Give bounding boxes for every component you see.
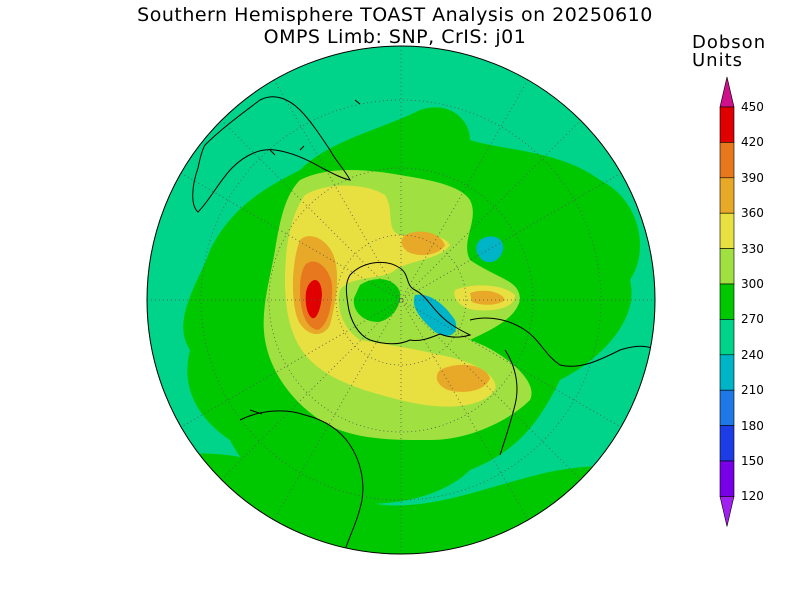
colorbar-tick-label: 240 [741, 347, 764, 362]
colorbar-tick-label: 450 [741, 100, 764, 114]
colorbar-swatch [719, 460, 735, 497]
colorbar-swatch [719, 389, 735, 426]
colorbar-tick-label: 360 [741, 206, 764, 221]
ozone-level-360-b [401, 231, 445, 256]
colorbar-swatch [719, 142, 735, 179]
colorbar-swatch [719, 425, 735, 462]
graticule [147, 46, 655, 554]
colorbar-tick-label: 390 [741, 170, 764, 185]
colorbar-tick-label: 420 [741, 135, 764, 150]
colorbar-title-line1: Dobson [692, 32, 767, 53]
ozone-level-330 [285, 185, 496, 407]
colorbar-tick-label: 330 [741, 241, 764, 256]
coastlines [192, 96, 655, 551]
ozone-level-420 [305, 280, 322, 319]
colorbar-bottom-arrow [719, 496, 735, 527]
colorbar-tick-label: 120 [741, 489, 764, 504]
colorbar-top-arrow [719, 76, 735, 108]
coastline-antarctica [345, 261, 472, 345]
colorbar-swatch [719, 106, 735, 143]
coastline-new-zealand [499, 349, 518, 456]
coastline-australia [469, 317, 655, 367]
coastline-south-america [192, 96, 351, 213]
colorbar-swatch [719, 354, 735, 391]
colorbar-swatch [719, 212, 735, 249]
colorbar-swatch [719, 248, 735, 285]
ozone-level-270-interior [353, 279, 401, 322]
ozone-field [147, 46, 655, 554]
colorbar-tick-label: 210 [741, 383, 764, 398]
ozone-level-270-south [147, 453, 655, 554]
colorbar-title-line2: Units [692, 50, 744, 71]
colorbar-swatch [719, 177, 735, 214]
ozone-level-210 [476, 236, 504, 263]
ozone-level-210-b [413, 294, 457, 336]
map-subtitle: OMPS Limb: SNP, CrIS: j01 [263, 26, 527, 48]
colorbar-tick-label: 300 [741, 277, 764, 291]
colorbar-tick-label: 180 [741, 418, 764, 433]
colorbar-tick-label: 270 [741, 312, 764, 327]
map-title: Southern Hemisphere TOAST Analysis on 20… [137, 4, 653, 26]
map-boundary [146, 45, 656, 555]
coastline-islands [249, 99, 361, 415]
colorbar-tick-label: 150 [741, 454, 764, 468]
ozone-level-360-d [470, 290, 505, 305]
colorbar-title: Dobson Units [692, 34, 792, 70]
colorbar-swatch [719, 283, 735, 320]
colorbar-swatch [719, 319, 735, 356]
coastline-africa [239, 410, 364, 551]
